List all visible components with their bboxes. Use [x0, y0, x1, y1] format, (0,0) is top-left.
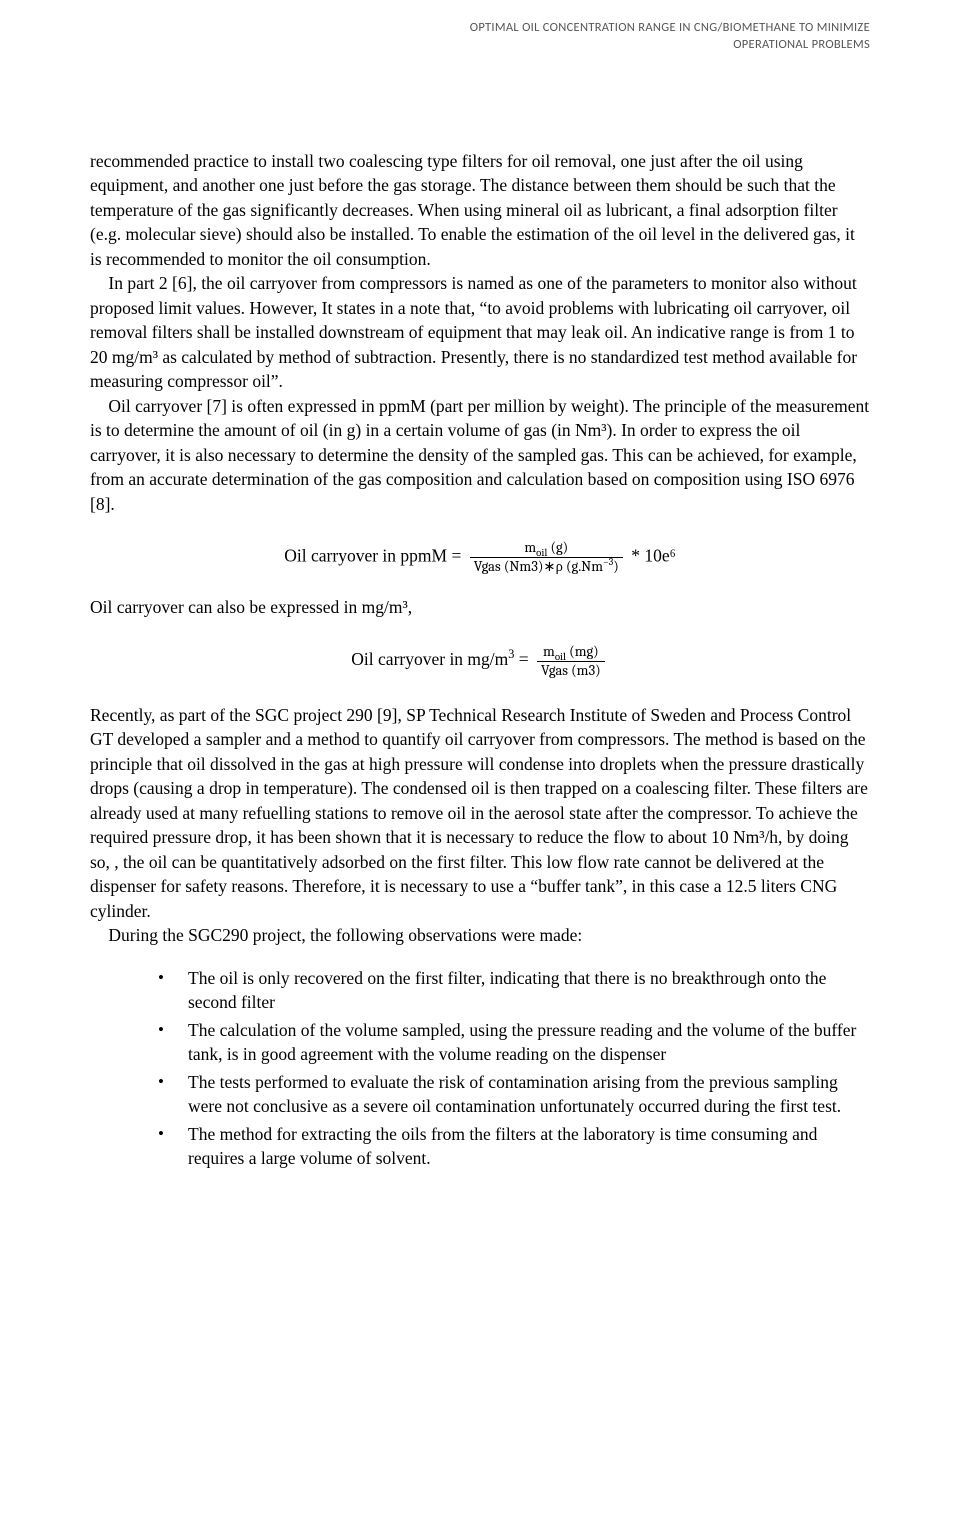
paragraph-6: During the SGC290 project, the following…	[90, 923, 870, 948]
header-line-2: OPERATIONAL PROBLEMS	[90, 37, 870, 54]
formula-ppmM-fraction: moil (g) Vgas (Nm3)∗ρ (g.Nm−3)	[470, 540, 623, 575]
list-item: The method for extracting the oils from …	[158, 1122, 870, 1171]
formula-ppmM-denominator: Vgas (Nm3)∗ρ (g.Nm−3)	[470, 558, 623, 575]
observation-text: The method for extracting the oils from …	[188, 1124, 817, 1169]
paragraph-4: Oil carryover can also be expressed in m…	[90, 595, 870, 620]
page-header: OPTIMAL OIL CONCENTRATION RANGE IN CNG/B…	[90, 20, 870, 54]
formula-mgm3-fraction: moil (mg) Vgas (m3)	[537, 644, 605, 679]
paragraph-1: recommended practice to install two coal…	[90, 149, 870, 272]
observation-text: The tests performed to evaluate the risk…	[188, 1072, 841, 1117]
observations-list: The oil is only recovered on the first f…	[90, 966, 870, 1171]
formula-ppmM: Oil carryover in ppmM = moil (g) Vgas (N…	[90, 540, 870, 575]
document-body: recommended practice to install two coal…	[90, 149, 870, 1171]
formula-mgm3-label: Oil carryover in mg/m3 =	[351, 649, 533, 669]
formula-ppmM-label: Oil carryover in ppmM =	[284, 546, 465, 566]
list-item: The calculation of the volume sampled, u…	[158, 1018, 870, 1067]
formula-mgm3-denominator: Vgas (m3)	[537, 662, 605, 679]
formula-ppmM-numerator: moil (g)	[470, 540, 623, 558]
formula-mgm3: Oil carryover in mg/m3 = moil (mg) Vgas …	[90, 644, 870, 679]
header-line-1: OPTIMAL OIL CONCENTRATION RANGE IN CNG/B…	[90, 20, 870, 37]
formula-ppmM-tail: * 10e⁶	[627, 546, 676, 566]
paragraph-5: Recently, as part of the SGC project 290…	[90, 703, 870, 924]
paragraph-2: In part 2 [6], the oil carryover from co…	[90, 271, 870, 394]
list-item: The oil is only recovered on the first f…	[158, 966, 870, 1015]
observation-text: The calculation of the volume sampled, u…	[188, 1020, 856, 1065]
observation-text: The oil is only recovered on the first f…	[188, 968, 826, 1013]
formula-mgm3-numerator: moil (mg)	[537, 644, 605, 662]
list-item: The tests performed to evaluate the risk…	[158, 1070, 870, 1119]
paragraph-3: Oil carryover [7] is often expressed in …	[90, 394, 870, 517]
